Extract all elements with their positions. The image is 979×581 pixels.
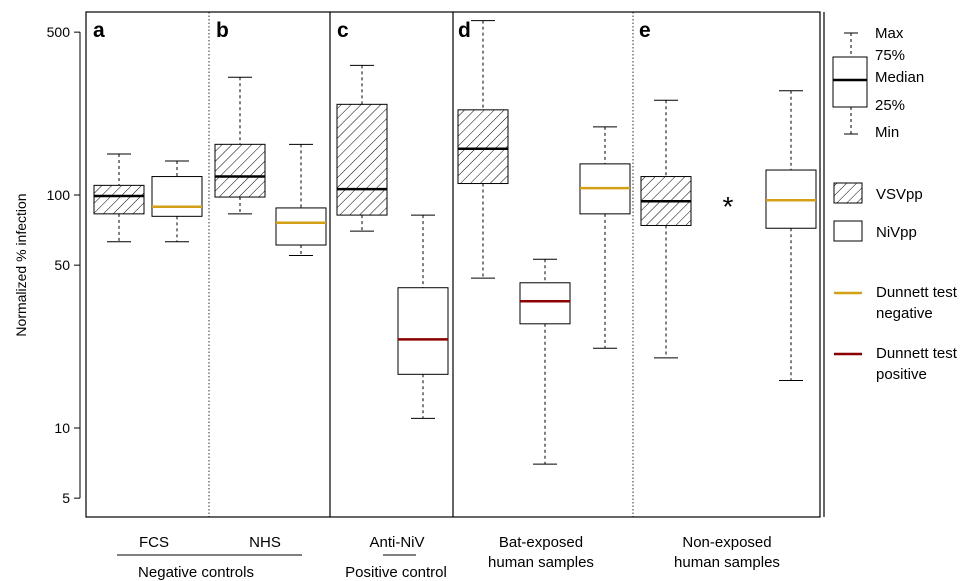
y-tick-label: 5 (62, 490, 70, 506)
legend-max: Max (875, 25, 904, 42)
panel-letter-e: e (639, 19, 651, 42)
group-labels: FCS NHS Negative controls Anti-NiV Posit… (117, 534, 780, 581)
legend-dunnett-negative-1: Dunnett test (876, 284, 958, 301)
box-non-exposed-vsvpp (640, 99, 692, 359)
legend-niv-swatch (833, 220, 863, 242)
group-label-negative-controls: Negative controls (138, 564, 254, 581)
legend-dunnett-positive-2: positive (876, 366, 927, 383)
group-label-nhs: NHS (249, 534, 281, 551)
legend-vsv-swatch (833, 182, 863, 204)
y-tick-label: 100 (47, 187, 71, 203)
box-iqr (151, 176, 203, 217)
box-bat-exposed-nivpp (519, 258, 571, 465)
box-anti-niv-vsvpp (336, 64, 388, 232)
y-axis: 500 100 50 10 5 (47, 24, 81, 506)
significance-star: * (723, 191, 734, 222)
box-fcs-vsvpp (93, 153, 145, 243)
box-anti-niv-nivpp (397, 214, 449, 419)
box-nhs-vsvpp (214, 76, 266, 215)
box-iqr (275, 207, 327, 246)
box-iqr (519, 282, 571, 325)
box-iqr (336, 103, 388, 216)
group-label-anti-niv: Anti-NiV (369, 534, 424, 551)
legend-75: 75% (875, 47, 905, 64)
box-bat-exposed-nivpp (579, 126, 631, 349)
group-label-fcs: FCS (139, 534, 169, 551)
legend: Max 75% Median 25% Min VSVpp NiVpp Dunne… (832, 25, 958, 383)
box-iqr (397, 287, 449, 375)
box-fcs-nivpp (151, 160, 203, 243)
legend-vsvpp: VSVpp (876, 186, 923, 203)
box-non-exposed-nivpp (765, 90, 817, 381)
group-label-non-exposed-2: human samples (674, 554, 780, 571)
legend-25: 25% (875, 97, 905, 114)
legend-dunnett-positive-1: Dunnett test (876, 345, 958, 362)
panel-letter-b: b (216, 19, 229, 42)
group-label-positive-control: Positive control (345, 564, 447, 581)
y-tick-label: 10 (54, 420, 70, 436)
panel-letter-d: d (458, 19, 471, 42)
group-label-bat-exposed-1: Bat-exposed (499, 534, 583, 551)
box-iqr (457, 109, 509, 185)
box-iqr (93, 184, 145, 215)
legend-boxplot-key (832, 32, 868, 135)
panel-letter-c: c (337, 19, 349, 42)
legend-min: Min (875, 124, 899, 141)
box-nhs-nivpp (275, 143, 327, 256)
y-tick-label: 50 (54, 257, 70, 273)
legend-median: Median (875, 69, 924, 86)
plot-frame (85, 11, 825, 518)
y-axis-label: Normalized % infection (13, 193, 29, 336)
box-bat-exposed-vsvpp (457, 20, 509, 279)
group-label-bat-exposed-2: human samples (488, 554, 594, 571)
box-iqr (214, 143, 266, 198)
legend-nivpp: NiVpp (876, 224, 917, 241)
y-tick-label: 500 (47, 24, 71, 40)
group-label-non-exposed-1: Non-exposed (682, 534, 771, 551)
legend-dunnett-negative-2: negative (876, 305, 933, 322)
box-series (93, 20, 817, 465)
panel-letter-a: a (93, 19, 105, 42)
